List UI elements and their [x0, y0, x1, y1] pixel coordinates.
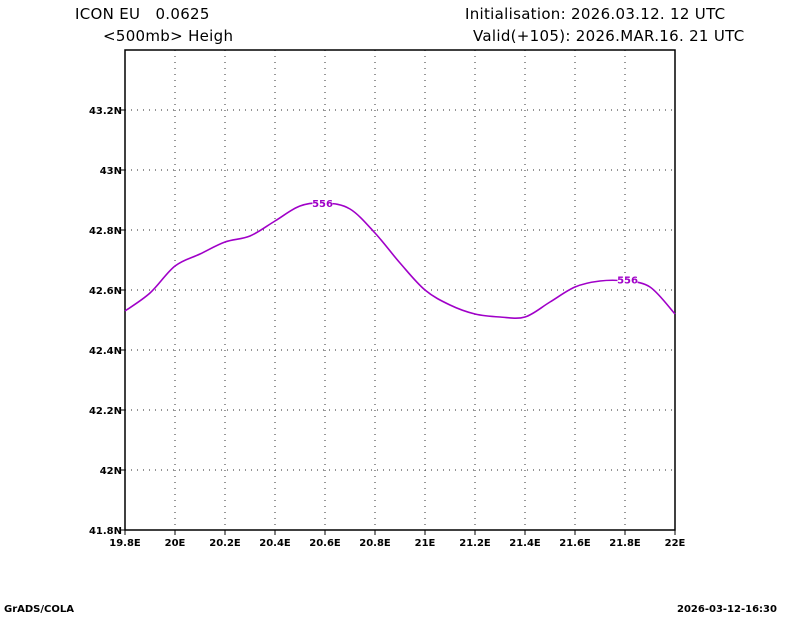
y-tick-label: 42N [100, 466, 122, 477]
footer-left: GrADS/COLA [4, 604, 74, 615]
x-tick-label: 20.4E [259, 538, 291, 549]
y-tick-label: 43.2N [89, 106, 122, 117]
x-tick-label: 21E [415, 538, 436, 549]
contour-label: 556 [312, 199, 333, 210]
x-tick-label: 21.4E [509, 538, 541, 549]
x-tick-label: 20E [165, 538, 186, 549]
x-tick-label: 20.8E [359, 538, 391, 549]
contour-label-bg [312, 197, 333, 209]
x-tick-label: 20.6E [309, 538, 341, 549]
y-tick-label: 42.2N [89, 406, 122, 417]
model-title: ICON EU 0.0625 [75, 5, 210, 23]
x-tick-label: 21.6E [559, 538, 591, 549]
contour-line [124, 202, 676, 320]
y-tick-label: 42.6N [89, 286, 122, 297]
x-tick-label: 20.2E [209, 538, 241, 549]
y-tick-label: 42.4N [89, 346, 122, 357]
contour-label-bg [617, 273, 638, 286]
y-tick-label: 42.8N [89, 226, 122, 237]
field-title: <500mb> Heigh [103, 27, 234, 45]
x-tick-label: 19.8E [109, 538, 141, 549]
x-tick-label: 22E [665, 538, 686, 549]
valid-time: Valid(+105): 2026.MAR.16. 21 UTC [473, 27, 745, 45]
x-tick-label: 21.8E [609, 538, 641, 549]
y-tick-label: 41.8N [89, 526, 122, 537]
init-time: Initialisation: 2026.03.12. 12 UTC [465, 5, 726, 23]
x-tick-label: 21.2E [459, 538, 491, 549]
footer-right: 2026-03-12-16:30 [677, 604, 777, 615]
y-tick-label: 43N [100, 166, 122, 177]
contour-label: 556 [617, 276, 638, 287]
plot-frame [124, 49, 676, 531]
